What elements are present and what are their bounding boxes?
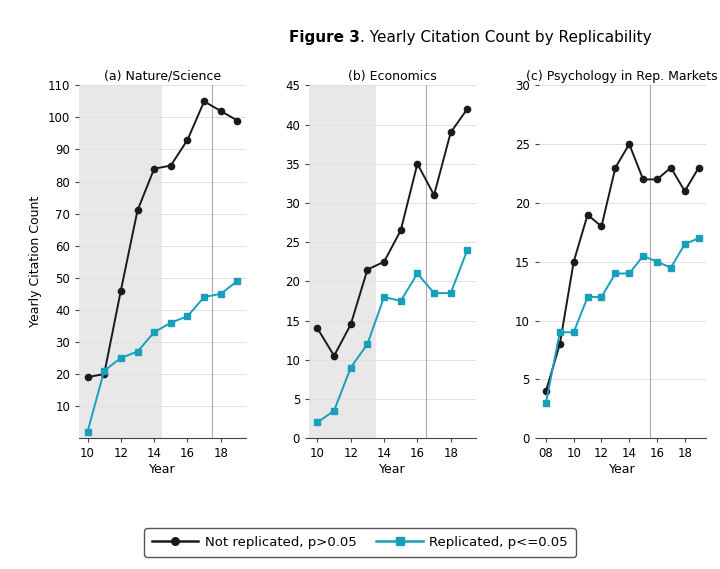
- Legend: Not replicated, p>0.05, Replicated, p<=0.05: Not replicated, p>0.05, Replicated, p<=0…: [144, 528, 576, 556]
- Y-axis label: Yearly Citation Count: Yearly Citation Count: [30, 196, 42, 327]
- Text: Figure 3. Yearly Citation Count by Replicability: Figure 3. Yearly Citation Count by Repli…: [0, 568, 1, 569]
- Title: (c) Psychology in Rep. Markets: (c) Psychology in Rep. Markets: [526, 70, 718, 83]
- Text: Figure 3: Figure 3: [289, 30, 360, 45]
- Text: Figure 3. Yearly Citation Count by Replicability: Figure 3. Yearly Citation Count by Repli…: [0, 568, 1, 569]
- X-axis label: Year: Year: [609, 463, 636, 476]
- X-axis label: Year: Year: [149, 463, 176, 476]
- Bar: [309, 85, 376, 438]
- Text: Figure 3. Yearly Citation Count by Replicability: Figure 3. Yearly Citation Count by Repli…: [0, 568, 1, 569]
- Title: (a) Nature/Science: (a) Nature/Science: [104, 70, 221, 83]
- Title: (b) Economics: (b) Economics: [348, 70, 437, 83]
- X-axis label: Year: Year: [379, 463, 405, 476]
- Bar: [79, 85, 163, 438]
- Text: Figure 3: Figure 3: [0, 568, 1, 569]
- Text: . Yearly Citation Count by Replicability: . Yearly Citation Count by Replicability: [360, 30, 652, 45]
